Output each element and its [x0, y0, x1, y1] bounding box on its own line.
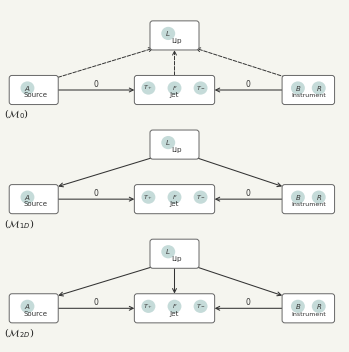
Text: Lip: Lip — [171, 256, 181, 262]
FancyBboxPatch shape — [282, 184, 335, 214]
Text: ($\mathcal{M}_{1D}$): ($\mathcal{M}_{1D}$) — [4, 217, 35, 231]
Circle shape — [141, 190, 155, 204]
Circle shape — [168, 190, 181, 204]
Text: $R$: $R$ — [315, 302, 322, 311]
Circle shape — [168, 300, 181, 313]
Text: $T_-$: $T_-$ — [196, 194, 206, 201]
Circle shape — [291, 81, 305, 95]
Text: $T_+$: $T_+$ — [143, 302, 153, 311]
Text: $T_-$: $T_-$ — [196, 84, 206, 92]
Text: 0: 0 — [246, 189, 251, 198]
Text: $F$: $F$ — [172, 193, 177, 201]
Text: $R$: $R$ — [315, 83, 322, 93]
Text: $A$: $A$ — [24, 302, 31, 311]
Text: $L$: $L$ — [165, 247, 171, 256]
Circle shape — [21, 81, 35, 95]
FancyBboxPatch shape — [134, 294, 215, 323]
Circle shape — [194, 81, 208, 95]
Text: Source: Source — [23, 310, 47, 316]
Text: Source: Source — [23, 201, 47, 207]
Text: $B$: $B$ — [295, 302, 301, 311]
Circle shape — [194, 190, 208, 204]
Text: $B$: $B$ — [295, 193, 301, 202]
Circle shape — [291, 300, 305, 313]
Text: $T_+$: $T_+$ — [143, 83, 153, 93]
Text: ($\mathcal{M}_{2D}$): ($\mathcal{M}_{2D}$) — [4, 326, 35, 340]
Circle shape — [194, 300, 208, 313]
Text: Instrument: Instrument — [291, 93, 326, 98]
Text: ($\mathcal{M}_0$): ($\mathcal{M}_0$) — [4, 108, 29, 121]
Text: 0: 0 — [94, 298, 99, 307]
Text: Jet: Jet — [170, 92, 179, 98]
Text: 0: 0 — [246, 80, 251, 89]
Text: $L$: $L$ — [165, 138, 171, 147]
Text: Lip: Lip — [171, 38, 181, 44]
Circle shape — [291, 190, 305, 204]
Circle shape — [161, 27, 175, 40]
Circle shape — [21, 190, 35, 204]
FancyBboxPatch shape — [150, 130, 199, 159]
Circle shape — [161, 245, 175, 258]
Text: Lip: Lip — [171, 147, 181, 153]
FancyBboxPatch shape — [282, 75, 335, 105]
Text: $F$: $F$ — [172, 302, 177, 310]
Circle shape — [161, 136, 175, 149]
FancyBboxPatch shape — [9, 75, 58, 105]
FancyBboxPatch shape — [150, 21, 199, 50]
Text: $F$: $F$ — [172, 84, 177, 92]
Text: $B$: $B$ — [295, 83, 301, 93]
Text: Source: Source — [23, 92, 47, 98]
Circle shape — [141, 81, 155, 95]
Text: $A$: $A$ — [24, 83, 31, 93]
Text: $T_-$: $T_-$ — [196, 303, 206, 310]
Text: 0: 0 — [94, 80, 99, 89]
Text: 0: 0 — [94, 189, 99, 198]
Text: Instrument: Instrument — [291, 202, 326, 207]
FancyBboxPatch shape — [282, 294, 335, 323]
Circle shape — [21, 300, 35, 313]
FancyBboxPatch shape — [134, 75, 215, 105]
Text: $L$: $L$ — [165, 29, 171, 38]
FancyBboxPatch shape — [9, 294, 58, 323]
Circle shape — [312, 300, 326, 313]
Text: $A$: $A$ — [24, 193, 31, 202]
Circle shape — [312, 190, 326, 204]
FancyBboxPatch shape — [9, 184, 58, 214]
Text: Jet: Jet — [170, 310, 179, 316]
Text: Instrument: Instrument — [291, 312, 326, 316]
Text: Jet: Jet — [170, 201, 179, 207]
Circle shape — [312, 81, 326, 95]
Circle shape — [168, 81, 181, 95]
FancyBboxPatch shape — [134, 184, 215, 214]
Circle shape — [141, 300, 155, 313]
Text: $T_+$: $T_+$ — [143, 193, 153, 202]
FancyBboxPatch shape — [150, 239, 199, 268]
Text: $R$: $R$ — [315, 193, 322, 202]
Text: 0: 0 — [246, 298, 251, 307]
